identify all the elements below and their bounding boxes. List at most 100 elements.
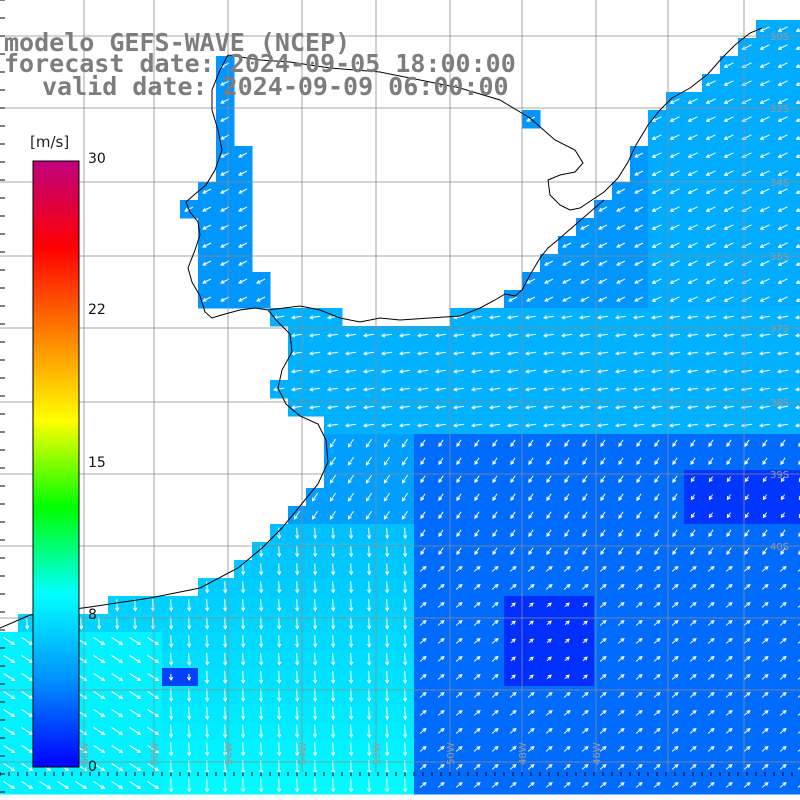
- wind-arrow: [419, 727, 427, 734]
- colorbar-tick-8: 8: [88, 607, 97, 623]
- wind-arrow: [223, 706, 228, 721]
- wind-arrow: [759, 260, 770, 266]
- wind-arrow: [596, 351, 609, 356]
- wind-arrow: [563, 781, 571, 788]
- wind-arrow: [614, 315, 627, 320]
- wind-arrow: [654, 439, 660, 448]
- wind-arrow: [690, 512, 696, 519]
- wind-arrow: [491, 583, 499, 590]
- lat-label: 32S: [770, 104, 789, 115]
- wind-arrow: [617, 745, 625, 752]
- wind-arrow: [617, 565, 625, 572]
- wind-arrow: [277, 634, 282, 649]
- wind-arrow: [295, 724, 300, 739]
- wind-arrow: [259, 617, 264, 630]
- lat-label: 39S: [770, 470, 789, 481]
- wind-arrow: [385, 617, 390, 630]
- wind-arrow: [669, 242, 680, 248]
- wind-arrow: [256, 278, 266, 284]
- wind-arrow: [331, 742, 336, 757]
- wind-arrow: [488, 423, 501, 428]
- wind-arrow: [761, 781, 769, 788]
- wind-arrow: [545, 583, 553, 590]
- wind-arrow: [488, 333, 501, 338]
- wind-arrow: [295, 688, 300, 703]
- wind-arrow: [761, 655, 769, 662]
- wind-arrow: [723, 206, 734, 212]
- wind-arrow: [722, 333, 735, 338]
- wind-arrow: [582, 511, 588, 520]
- wind-arrow: [707, 601, 715, 608]
- wind-arrow: [708, 512, 714, 519]
- wind-arrow: [308, 405, 321, 410]
- wind-arrow: [762, 457, 768, 466]
- wind-arrow: [510, 529, 516, 538]
- wind-arrow: [578, 387, 591, 392]
- colorbar-unit-label: [m/s]: [30, 133, 70, 151]
- wind-arrow: [617, 727, 625, 734]
- wind-arrow: [669, 188, 680, 194]
- wind-arrow: [223, 634, 228, 649]
- wind-arrow: [632, 351, 645, 356]
- wind-arrow: [259, 778, 264, 793]
- wind-arrow: [93, 690, 106, 700]
- wind-arrow: [276, 545, 282, 558]
- wind-arrow: [147, 744, 160, 754]
- wind-arrow: [743, 763, 751, 770]
- wind-arrow: [202, 296, 212, 302]
- wind-arrow: [795, 136, 800, 140]
- wind-arrow: [259, 670, 264, 685]
- wind-arrow: [596, 423, 609, 428]
- wind-arrow: [797, 731, 800, 734]
- wind-arrow: [578, 315, 591, 320]
- wind-arrow: [635, 745, 643, 752]
- lat-label: 36S: [770, 252, 789, 263]
- wind-arrow: [795, 82, 800, 86]
- wind-arrow: [758, 387, 771, 392]
- wind-arrow: [491, 619, 499, 626]
- wind-arrow: [509, 565, 517, 572]
- wind-arrow: [295, 634, 300, 649]
- wind-arrow: [562, 242, 572, 248]
- wind-arrow: [744, 494, 750, 501]
- wind-arrow: [398, 369, 411, 374]
- wind-arrow: [562, 296, 572, 302]
- wind-arrow: [223, 599, 228, 612]
- wind-arrow: [542, 351, 555, 356]
- wind-arrow: [578, 351, 591, 356]
- wind-arrow: [313, 581, 318, 594]
- wind-arrow: [672, 475, 678, 484]
- wind-arrow: [669, 206, 680, 212]
- wind-arrow: [563, 583, 571, 590]
- wind-arrow: [111, 636, 124, 646]
- wind-arrow: [689, 763, 697, 770]
- wind-arrow: [349, 599, 354, 612]
- wind-arrow: [492, 493, 498, 502]
- wind-arrow: [25, 617, 30, 630]
- wind-arrow: [744, 512, 750, 519]
- wind-arrow: [385, 688, 390, 703]
- wind-arrow: [759, 26, 770, 32]
- wind-arrow: [562, 260, 572, 266]
- wind-arrow: [403, 670, 408, 685]
- wind-arrow: [722, 369, 735, 374]
- wind-cell: [792, 92, 800, 111]
- wind-arrow: [614, 351, 627, 356]
- wind-arrow: [546, 439, 552, 448]
- wind-arrow: [777, 62, 788, 68]
- wind-arrow: [258, 545, 264, 558]
- wind-arrow: [416, 405, 429, 410]
- wind-arrow: [403, 724, 408, 739]
- wind-arrow: [581, 745, 589, 752]
- wind-arrow: [777, 80, 788, 86]
- wind-arrow: [527, 691, 535, 698]
- wind-arrow: [473, 691, 481, 698]
- wind-arrow: [241, 670, 246, 685]
- wind-arrow: [777, 296, 788, 302]
- wind-arrow: [725, 583, 733, 590]
- wind-arrow: [419, 745, 427, 752]
- wind-arrow: [129, 690, 142, 700]
- wind-arrow: [347, 492, 355, 502]
- wind-arrow: [795, 28, 800, 32]
- wind-arrow: [743, 565, 751, 572]
